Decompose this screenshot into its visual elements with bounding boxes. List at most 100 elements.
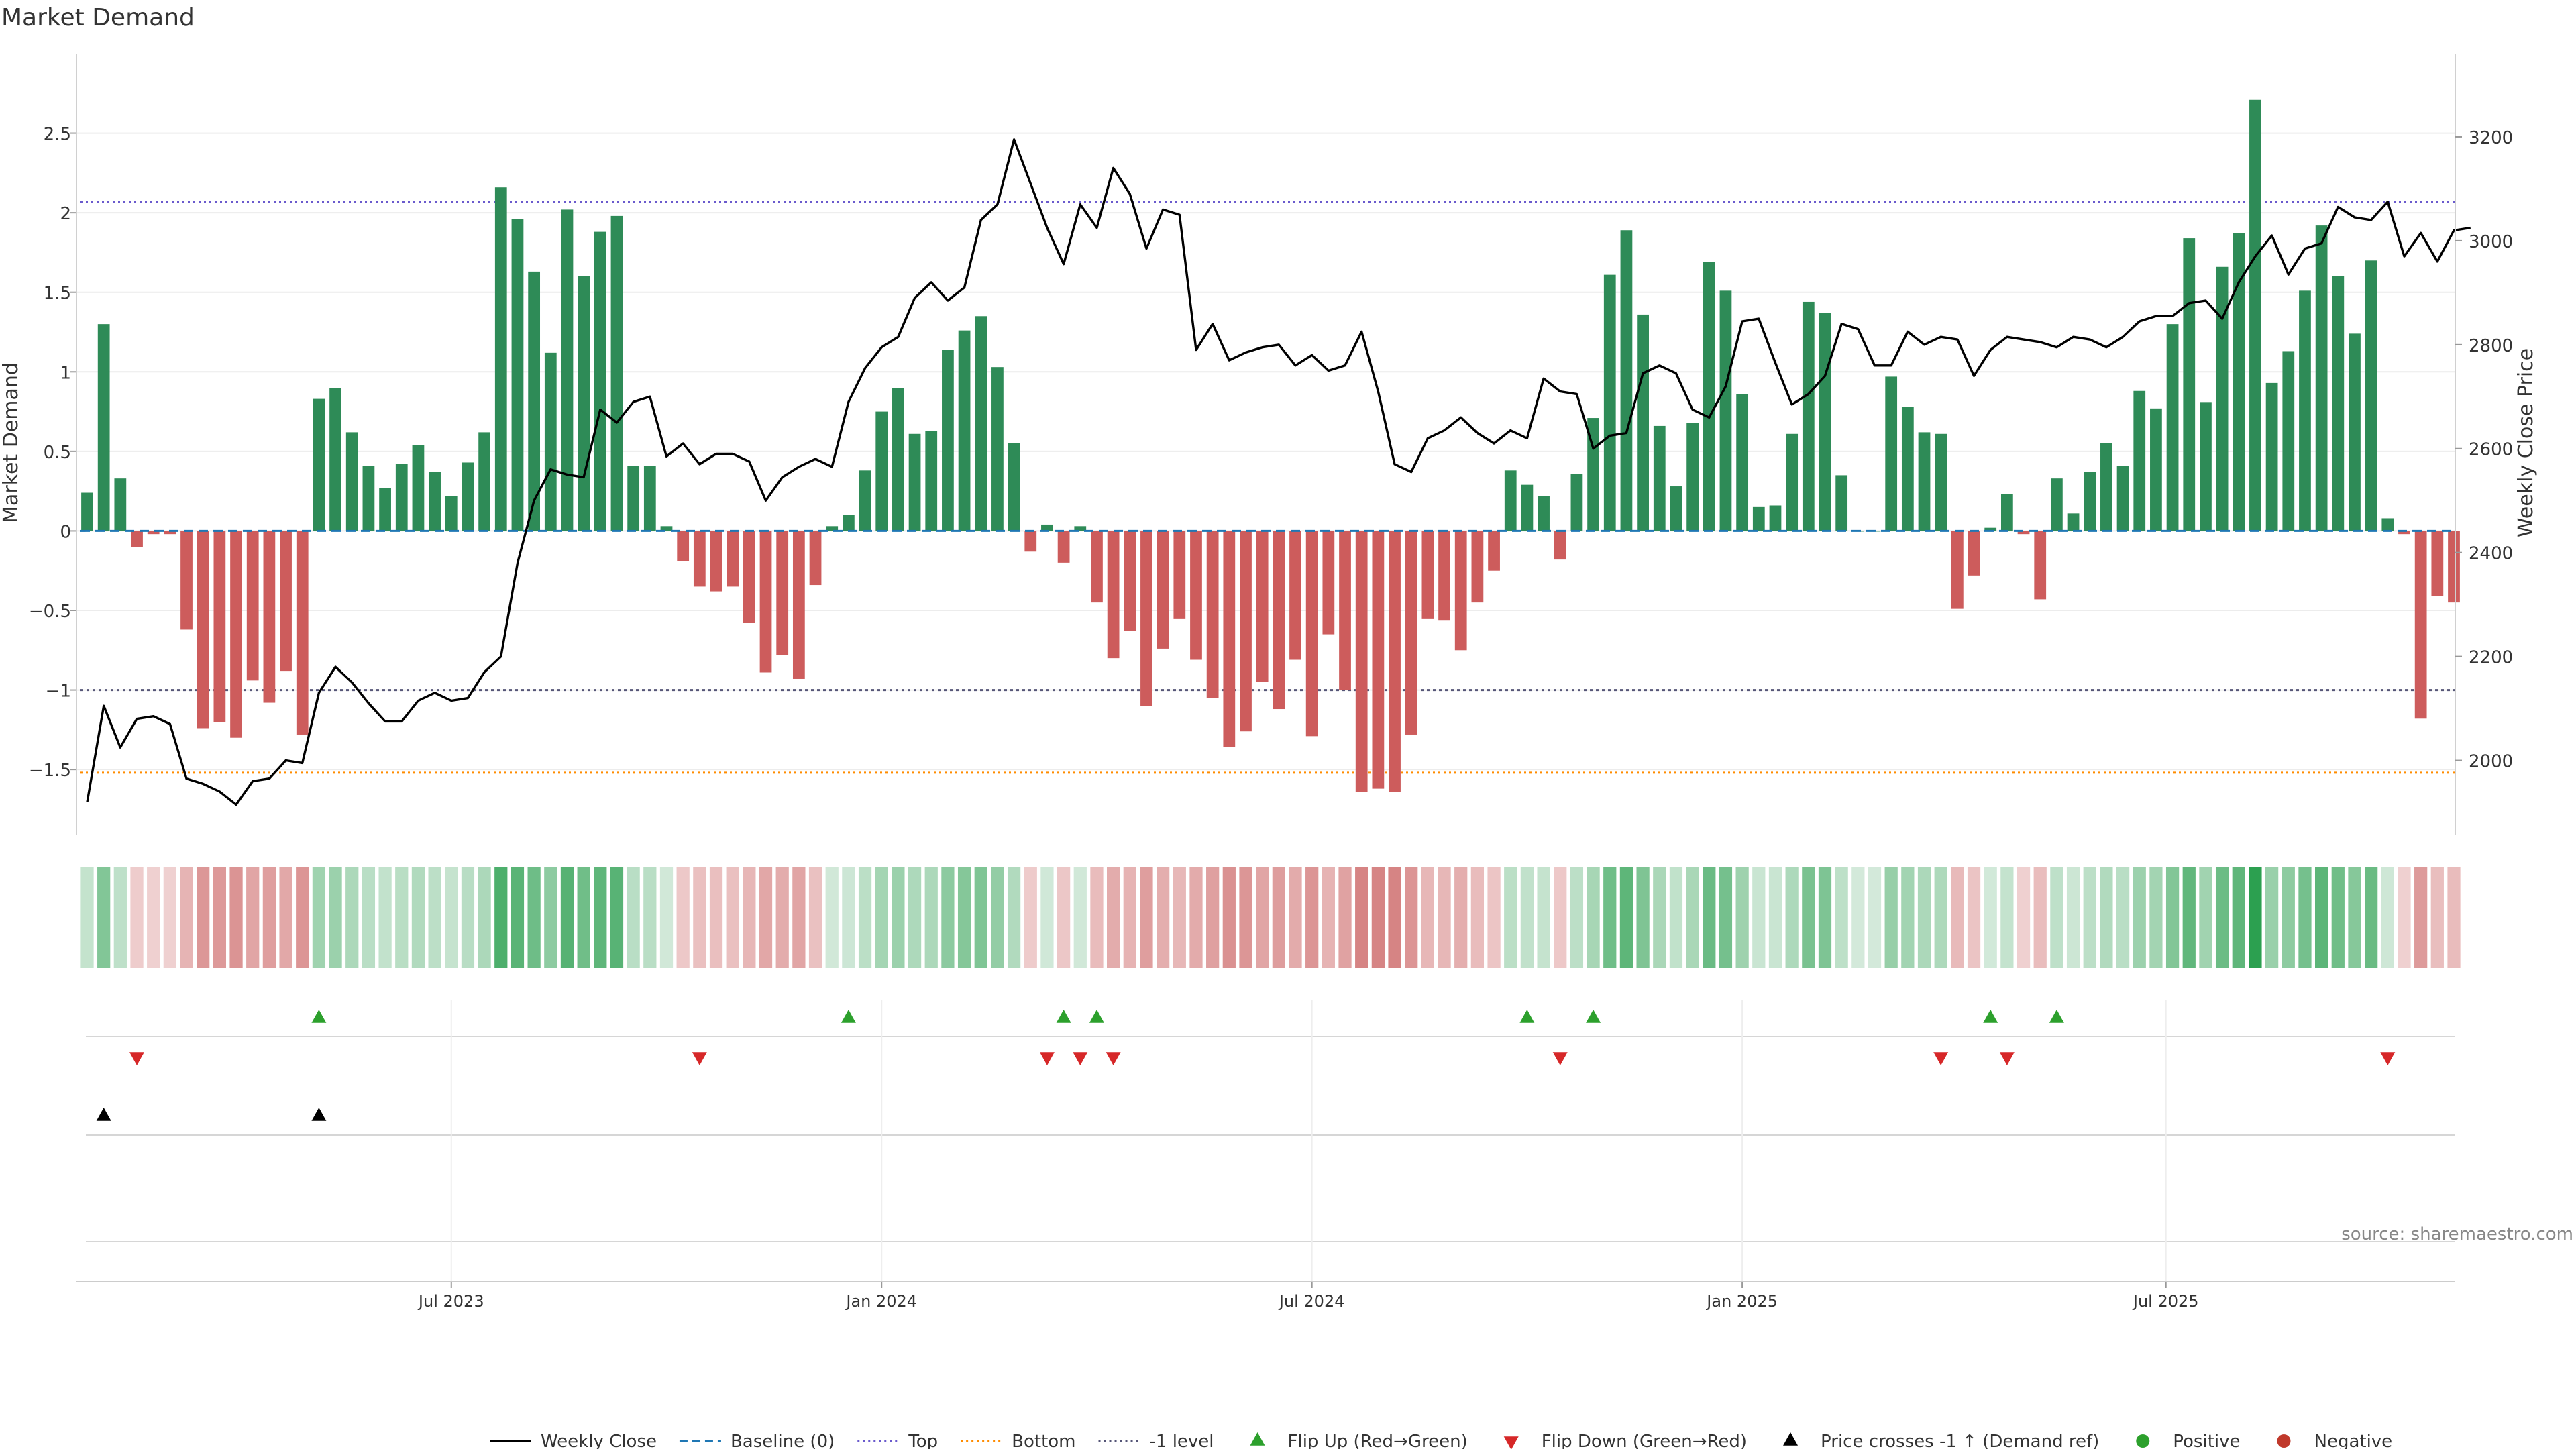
legend-swatch-dot — [2277, 1434, 2291, 1448]
heat-cell — [1007, 867, 1021, 968]
demand-bar — [859, 470, 871, 531]
flip-down-marker — [1933, 1052, 1949, 1065]
demand-bar — [1024, 531, 1037, 552]
heat-cell — [97, 867, 111, 968]
legend-label: Baseline (0) — [731, 1432, 835, 1449]
heat-cell — [875, 867, 888, 968]
heat-cell — [329, 867, 342, 968]
demand-bar — [2166, 324, 2179, 531]
heat-cell — [1768, 867, 1782, 968]
demand-bar — [759, 531, 772, 673]
legend-item: Flip Up (Red→Green) — [1250, 1432, 1468, 1449]
demand-bar — [2381, 518, 2394, 531]
demand-bar — [2133, 390, 2146, 531]
x-tick-label: Jul 2023 — [417, 1292, 484, 1311]
legend-item: Top — [857, 1432, 938, 1449]
legend-item: Bottom — [961, 1432, 1076, 1449]
heat-cell — [1669, 867, 1683, 968]
y2-tick-label: 2600 — [2469, 440, 2513, 460]
demand-bar — [494, 187, 507, 531]
demand-bar — [2017, 531, 2030, 535]
heat-cell — [743, 867, 756, 968]
demand-bar — [2265, 382, 2278, 531]
heat-cell — [2215, 867, 2229, 968]
demand-bar — [1504, 470, 1517, 531]
demand-bar — [2084, 472, 2096, 531]
heat-cell — [246, 867, 260, 968]
heat-cell — [693, 867, 706, 968]
legend-swatch-dot — [2136, 1434, 2150, 1448]
heat-cell — [560, 867, 574, 968]
heat-cell — [1703, 867, 1716, 968]
heat-cell — [1917, 867, 1931, 968]
demand-bar — [1802, 301, 1815, 531]
heat-cell — [825, 867, 839, 968]
heat-cell — [80, 867, 94, 968]
heat-cell — [1123, 867, 1136, 968]
heat-cell — [279, 867, 292, 968]
demand-bar — [2332, 276, 2345, 531]
demand-bar — [1322, 531, 1335, 635]
legend-swatch-triangle-up — [1250, 1432, 1265, 1446]
legend-label: Flip Up (Red→Green) — [1288, 1432, 1468, 1449]
legend-item: Positive — [2136, 1432, 2241, 1449]
chart-title: Market Demand — [1, 4, 195, 32]
demand-bar — [660, 526, 673, 531]
y2-tick-label: 2400 — [2469, 544, 2513, 564]
heat-cell — [643, 867, 657, 968]
heat-cell — [1951, 867, 1964, 968]
demand-bar — [2414, 531, 2427, 719]
demand-bar — [2249, 99, 2261, 531]
heat-cell — [1587, 867, 1600, 968]
demand-bar — [1405, 531, 1417, 735]
demand-bar — [826, 526, 839, 531]
heat-cell — [2348, 867, 2361, 968]
weekly-close-line — [86, 138, 2471, 806]
demand-bar — [2233, 233, 2245, 531]
demand-bar — [1653, 425, 1666, 531]
heat-cell — [2298, 867, 2312, 968]
y-tick-label: −0.5 — [29, 602, 71, 622]
demand-bar — [2183, 238, 2196, 531]
heat-cell — [726, 867, 739, 968]
heat-cell — [180, 867, 193, 968]
legend-label: -1 level — [1150, 1432, 1214, 1449]
demand-bar — [263, 531, 276, 703]
y-tick-label: 0.5 — [44, 443, 71, 463]
heat-cell — [1073, 867, 1087, 968]
heat-cell — [197, 867, 210, 968]
demand-bar — [1554, 531, 1566, 560]
y2-tick-label: 2800 — [2469, 336, 2513, 356]
y-tick-label: −1.5 — [29, 761, 71, 781]
heat-cell — [2199, 867, 2212, 968]
y-tick-label: 2 — [60, 204, 71, 224]
demand-bar — [180, 531, 193, 630]
heat-cell — [130, 867, 144, 968]
heat-cell — [1719, 867, 1733, 968]
y2-tick-label: 3000 — [2469, 232, 2513, 252]
demand-bar — [1901, 407, 1914, 531]
legend-item: -1 level — [1098, 1432, 1214, 1449]
legend-item: Weekly Close — [490, 1432, 657, 1449]
heat-cell — [2000, 867, 2014, 968]
heat-cell — [1984, 867, 1997, 968]
demand-bar — [1885, 376, 1898, 531]
heat-cell — [1901, 867, 1915, 968]
x-axis-ticks: Jul 2023 Jan 2024 Jul 2024 Jan 2025 Jul 2025 — [76, 1000, 2455, 1311]
heat-cell — [345, 867, 359, 968]
heat-cell — [1405, 867, 1418, 968]
demand-bar — [1223, 531, 1236, 747]
heat-cell — [1653, 867, 1666, 968]
demand-bar — [1438, 531, 1450, 621]
heat-cell — [2232, 867, 2245, 968]
y2-axis-ticks: 2000 2200 2400 2600 2800 3000 3200 — [2455, 128, 2513, 772]
demand-bar — [1157, 531, 1169, 649]
heat-cell — [610, 867, 624, 968]
demand-bar — [2315, 225, 2328, 531]
y-axis-label: Market Demand — [0, 362, 23, 523]
heat-cell — [1107, 867, 1120, 968]
heat-cell — [2033, 867, 2047, 968]
flip-markers-panel — [86, 1010, 2455, 1065]
heat-cell — [709, 867, 723, 968]
heat-cell — [229, 867, 243, 968]
